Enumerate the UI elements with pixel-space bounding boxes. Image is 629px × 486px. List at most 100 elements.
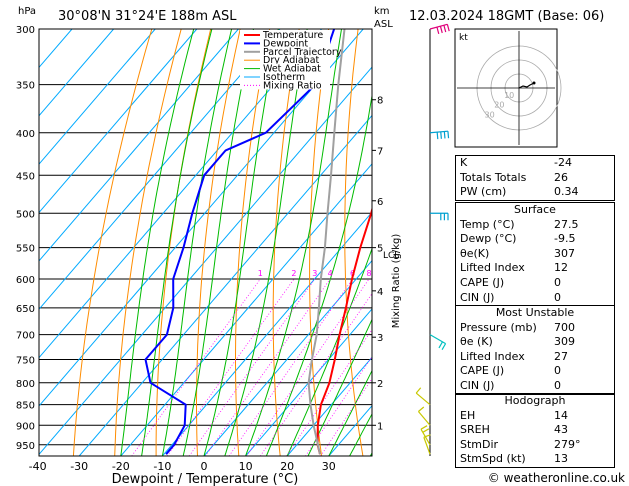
legend-bg — [240, 63, 330, 73]
legend-bg — [240, 80, 330, 90]
wind-barb — [417, 411, 431, 426]
mixing-ratio-label: 8 — [366, 269, 371, 278]
wind-barb-flag — [436, 132, 439, 140]
row-value: 0 — [554, 378, 561, 392]
hodograph-kt-label: kt — [459, 33, 468, 43]
mixing-ratio-label: 3 — [312, 269, 317, 278]
mixing-ratio-label: 1 — [258, 269, 263, 278]
table-row: StmDir 279° — [456, 438, 614, 453]
mixing-ratio-label: 15 — [402, 269, 412, 278]
hodograph-ring-label: 30 — [485, 110, 495, 119]
km-tick-label: 1 — [377, 421, 383, 432]
row-label: StmSpd (kt) — [460, 452, 526, 466]
isotherm-line — [120, 163, 372, 456]
row-label: CIN (J) — [460, 290, 495, 304]
wind-barb-flag — [438, 341, 443, 349]
row-label: θe (K) — [460, 335, 493, 349]
mixing-ratio-label: 2 — [291, 269, 296, 278]
km-tick-label: 5 — [377, 244, 383, 255]
wet-adiabat-line — [245, 29, 342, 456]
isotherm-line — [39, 29, 114, 117]
temperature-line — [316, 206, 372, 455]
row-label: SREH — [460, 423, 490, 437]
surface-title: Surface — [514, 203, 556, 216]
wind-barb — [423, 437, 431, 455]
wind-barb — [420, 428, 431, 446]
wind-barb-flag — [443, 25, 447, 33]
hodograph-ring-label: 10 — [504, 91, 514, 100]
wind-barb-flag — [439, 26, 443, 34]
table-row: Temp (°C) 27.5 — [456, 218, 614, 233]
y-tick-label: 350 — [16, 81, 35, 92]
hodograph-ring-label: 20 — [494, 101, 504, 110]
table-row: CIN (J) 0 — [456, 379, 614, 394]
table-row: Pressure (mb) 700 — [456, 321, 614, 336]
row-label: K — [460, 156, 468, 169]
wind-barb-flag — [418, 406, 425, 412]
row-value: 0 — [554, 364, 561, 378]
row-value: -24 — [554, 156, 572, 169]
row-label: Lifted Index — [460, 261, 525, 275]
hodograph-title: Hodograph — [504, 394, 566, 407]
table-row: CAPE (J) 0 — [456, 276, 614, 291]
km-tick-label: 8 — [377, 96, 383, 107]
row-value: 12 — [554, 261, 568, 275]
km-tick-label: 3 — [377, 333, 383, 344]
isotherm-line — [39, 29, 73, 69]
y-tick-label: 650 — [16, 304, 35, 315]
wind-barb — [429, 334, 446, 345]
row-value: 700 — [554, 320, 575, 334]
mixing-ratio-line — [305, 356, 372, 456]
row-label: CIN (J) — [460, 378, 495, 392]
dry-adiabat-line — [624, 29, 629, 456]
x-tick-label: 10 — [239, 460, 253, 473]
dry-adiabat-line — [272, 29, 300, 456]
row-value: 279° — [554, 437, 581, 451]
legend-bg — [240, 46, 330, 56]
x-tick-label: -30 — [70, 460, 88, 473]
table-row: StmSpd (kt) 13 — [456, 452, 614, 467]
surface-table: Surface Temp (°C) 27.5 Dewp (°C) -9.5 θe(K) 3… — [455, 202, 615, 307]
wet-adiabat-line — [161, 29, 233, 456]
row-label: Lifted Index — [460, 349, 525, 363]
legend-entry: Dewpoint — [263, 38, 308, 49]
y-tick-label: 550 — [16, 244, 35, 255]
dry-adiabat-line — [114, 29, 182, 456]
row-value: -9.5 — [554, 232, 576, 246]
table-row: EH 14 — [456, 409, 614, 424]
isotherm-line — [39, 29, 239, 262]
row-value: 14 — [554, 408, 568, 422]
y-tick-label: 600 — [16, 275, 35, 286]
legend-entry: Mixing Ratio — [263, 80, 322, 91]
row-label: StmDir — [460, 437, 499, 451]
row-value: 0 — [554, 290, 561, 304]
indices-table: K -24 Totals Totals 26 PW (cm) 0.34 — [455, 155, 615, 201]
isotherm-line — [39, 66, 372, 456]
datetime-label: 12.03.2024 18GMT (Base: 06) — [409, 9, 604, 24]
row-value: 13 — [554, 452, 568, 466]
dry-adiabat-line — [309, 29, 330, 456]
row-value: 27 — [554, 349, 568, 363]
row-value: 27.5 — [554, 217, 579, 231]
km-tick-label: 6 — [377, 197, 383, 208]
x-tick-label: -40 — [29, 460, 47, 473]
row-value: 26 — [554, 170, 568, 184]
km-tick-label: 4 — [377, 287, 383, 298]
hodograph-table: Hodograph EH 14 SREH 43 StmDir 279° StmSpd (kt… — [455, 393, 615, 468]
wet-adiabat-line — [328, 369, 372, 456]
dewpoint-line — [144, 29, 336, 455]
x-tick-label: 20 — [280, 460, 294, 473]
table-row: SREH 43 — [456, 423, 614, 438]
y-tick-label: 500 — [16, 209, 35, 220]
row-value: 307 — [554, 246, 575, 260]
wet-adiabat-line — [120, 29, 195, 456]
legend-bg — [240, 55, 330, 65]
y-tick-label: 450 — [16, 171, 35, 182]
x-tick-label: -20 — [112, 460, 130, 473]
table-row: Dewp (°C) -9.5 — [456, 232, 614, 247]
isotherm-line — [39, 29, 322, 359]
legend-entry: Isotherm — [263, 72, 305, 83]
row-value: 43 — [554, 423, 568, 437]
